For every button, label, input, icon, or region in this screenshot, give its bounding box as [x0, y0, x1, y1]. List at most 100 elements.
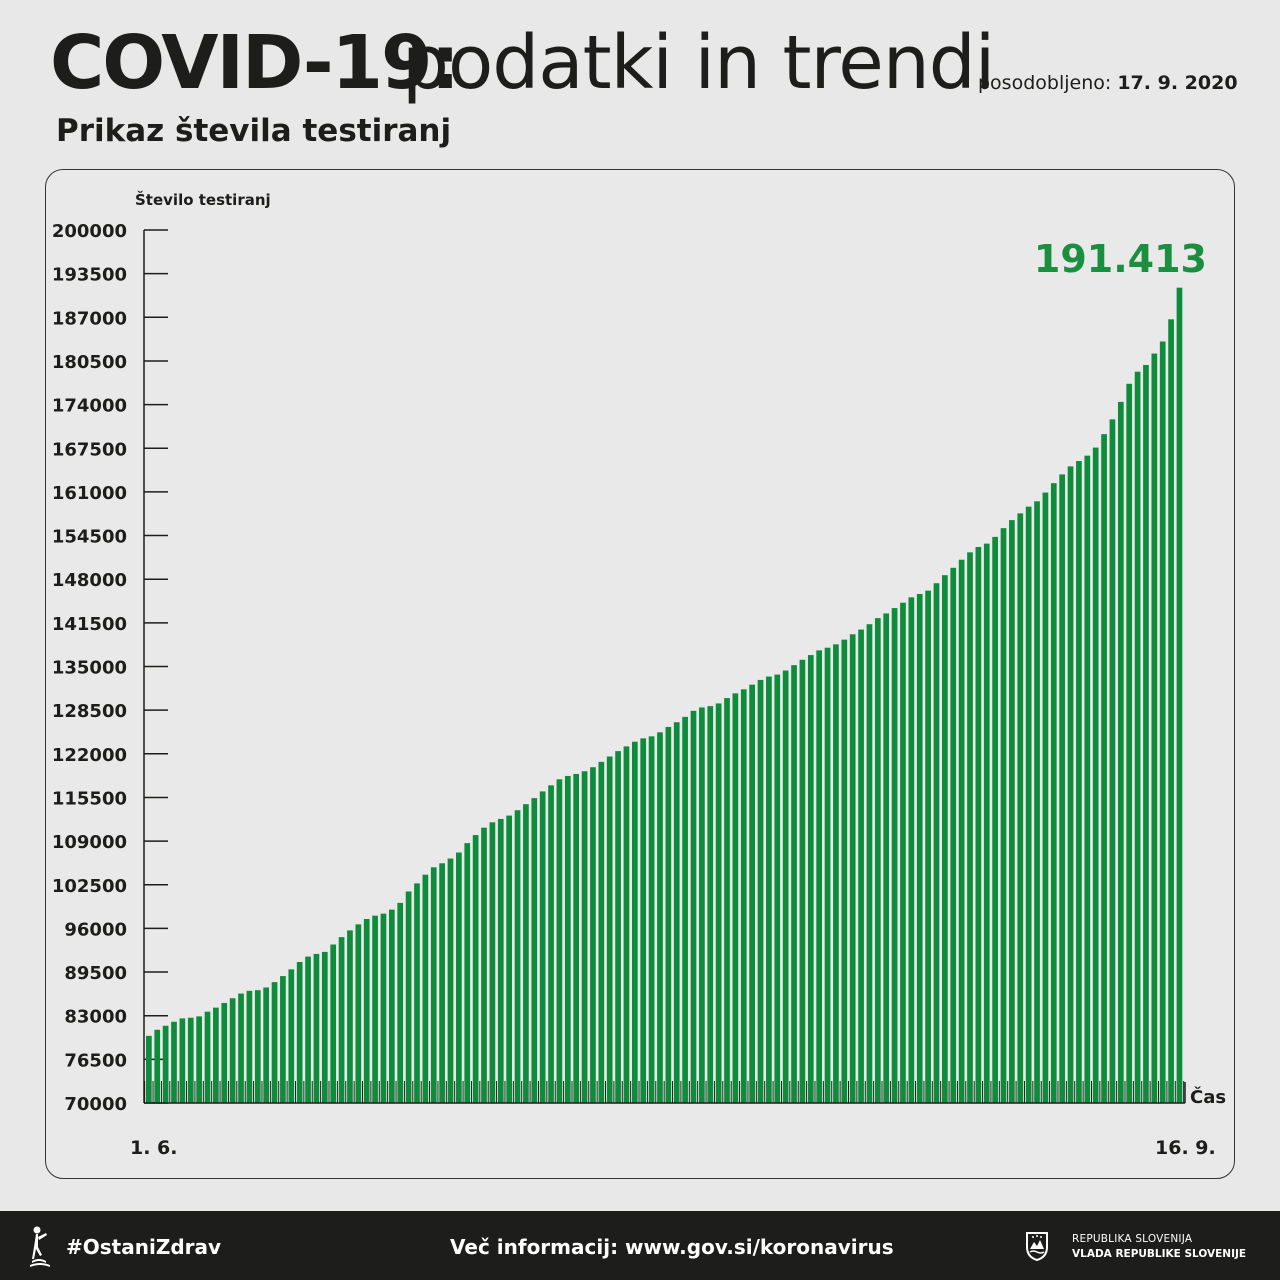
- chart-bar: [799, 659, 806, 1103]
- chart-bar: [523, 804, 529, 1103]
- chart-bar: [1025, 506, 1032, 1103]
- updated-info: posodobljeno: 17. 9. 2020: [978, 72, 1238, 94]
- chart-bar: [439, 863, 445, 1103]
- chart-bar: [1143, 364, 1149, 1104]
- latest-value-label: 191.413: [1034, 237, 1207, 281]
- chart-bar: [782, 670, 789, 1103]
- chart-bar: [363, 919, 370, 1103]
- chart-bar: [682, 716, 688, 1103]
- chart-bar: [1101, 434, 1107, 1103]
- chart-bar: [958, 559, 965, 1103]
- chart-bar: [1134, 371, 1141, 1103]
- chart-bar: [1084, 455, 1091, 1103]
- chart-bar: [724, 698, 730, 1103]
- chart-bar: [229, 998, 236, 1103]
- chart-bar: [313, 953, 320, 1103]
- y-tick-label: 174000: [52, 396, 127, 417]
- chart-bar: [1117, 401, 1124, 1103]
- chart-bar: [1092, 447, 1099, 1104]
- chart-bar: [280, 976, 286, 1103]
- more-info-link[interactable]: Več informacij: www.gov.si/koronavirus: [450, 1235, 894, 1259]
- chart-bar: [539, 791, 546, 1103]
- chart-bar: [590, 767, 596, 1103]
- chart-bar: [774, 674, 781, 1103]
- chart-bar: [975, 546, 982, 1103]
- chart-bar: [900, 602, 906, 1103]
- chart-bar: [288, 969, 295, 1103]
- chart-bar: [573, 773, 580, 1103]
- chart-bar: [749, 684, 755, 1103]
- footer: #OstaniZdrav Več informacij: www.gov.si/…: [0, 1211, 1280, 1280]
- chart-bar: [296, 961, 303, 1103]
- chart-bar: [355, 924, 362, 1103]
- chart-bar: [866, 624, 873, 1103]
- chart-bar: [1109, 419, 1116, 1103]
- chart-bar: [380, 913, 387, 1103]
- chart-bar: [883, 613, 890, 1103]
- chart-bar: [564, 775, 571, 1103]
- chart-bar: [757, 679, 764, 1103]
- chart-bar: [556, 779, 563, 1103]
- chart-bar: [514, 810, 521, 1103]
- chart-bar: [1076, 461, 1082, 1103]
- y-tick-label: 193500: [52, 265, 127, 286]
- x-axis-title: Čas: [1190, 1086, 1226, 1108]
- chart-bar: [992, 536, 998, 1103]
- chart-bar: [146, 1035, 152, 1103]
- person-figure-icon: [30, 1226, 50, 1267]
- gov-line-2: VLADA REPUBLIKE SLOVENIJE: [1072, 1248, 1247, 1260]
- chart-bar: [338, 937, 345, 1103]
- chart-bar: [807, 655, 814, 1103]
- chart-bar: [154, 1029, 161, 1103]
- chart-bar: [330, 944, 337, 1103]
- chart-bar: [983, 543, 990, 1103]
- chart-bar: [388, 909, 395, 1103]
- chart-bar: [372, 915, 378, 1103]
- chart-bar: [631, 741, 638, 1103]
- chart-bar: [665, 726, 672, 1103]
- chart-bar: [967, 552, 973, 1103]
- chart-bar: [447, 858, 454, 1103]
- gov-line-1: REPUBLIKA SLOVENIJA: [1072, 1233, 1193, 1245]
- chart-bar: [1126, 383, 1133, 1103]
- y-tick-label: 187000: [52, 308, 127, 329]
- chart-bar: [196, 1016, 202, 1103]
- y-tick-label: 161000: [52, 483, 127, 504]
- y-tick-label: 128500: [52, 701, 127, 722]
- chart-bar: [933, 583, 940, 1103]
- chart-bar: [422, 874, 429, 1103]
- chart-bar: [950, 567, 957, 1103]
- chart-bar: [221, 1002, 228, 1103]
- chart-bar: [397, 902, 404, 1103]
- chart-bar: [657, 732, 663, 1103]
- y-tick-label: 89500: [64, 963, 127, 984]
- y-tick-label: 109000: [52, 832, 127, 853]
- y-tick-label: 115500: [52, 788, 127, 809]
- chart-bar: [1067, 466, 1074, 1103]
- chart-bar: [615, 751, 621, 1103]
- chart-bar: [1000, 528, 1007, 1103]
- chart-bar: [548, 785, 554, 1103]
- chart-bar: [1176, 287, 1183, 1103]
- chart-bar: [187, 1017, 194, 1103]
- chart-bar: [162, 1025, 169, 1103]
- x-start-label: 1. 6.: [130, 1137, 178, 1159]
- chart-bar: [204, 1011, 211, 1103]
- y-tick-label: 83000: [64, 1007, 127, 1028]
- page-subtitle: Prikaz števila testiranj: [56, 113, 452, 149]
- chart-bar: [464, 843, 471, 1103]
- chart-bar: [891, 608, 898, 1103]
- chart-bar: [640, 738, 647, 1103]
- chart-bar: [1159, 341, 1166, 1104]
- title-bold: COVID-19:: [50, 20, 460, 106]
- chart-bar: [690, 710, 697, 1103]
- chart-bar: [1168, 319, 1174, 1103]
- hashtag: #OstaniZdrav: [66, 1235, 222, 1259]
- chart-bar: [841, 639, 848, 1103]
- chart-bar: [321, 951, 328, 1103]
- chart-bar: [263, 987, 270, 1103]
- chart-bar: [472, 835, 479, 1103]
- chart-bar: [699, 707, 705, 1103]
- chart-bar: [347, 930, 353, 1103]
- chart-bar: [606, 756, 613, 1103]
